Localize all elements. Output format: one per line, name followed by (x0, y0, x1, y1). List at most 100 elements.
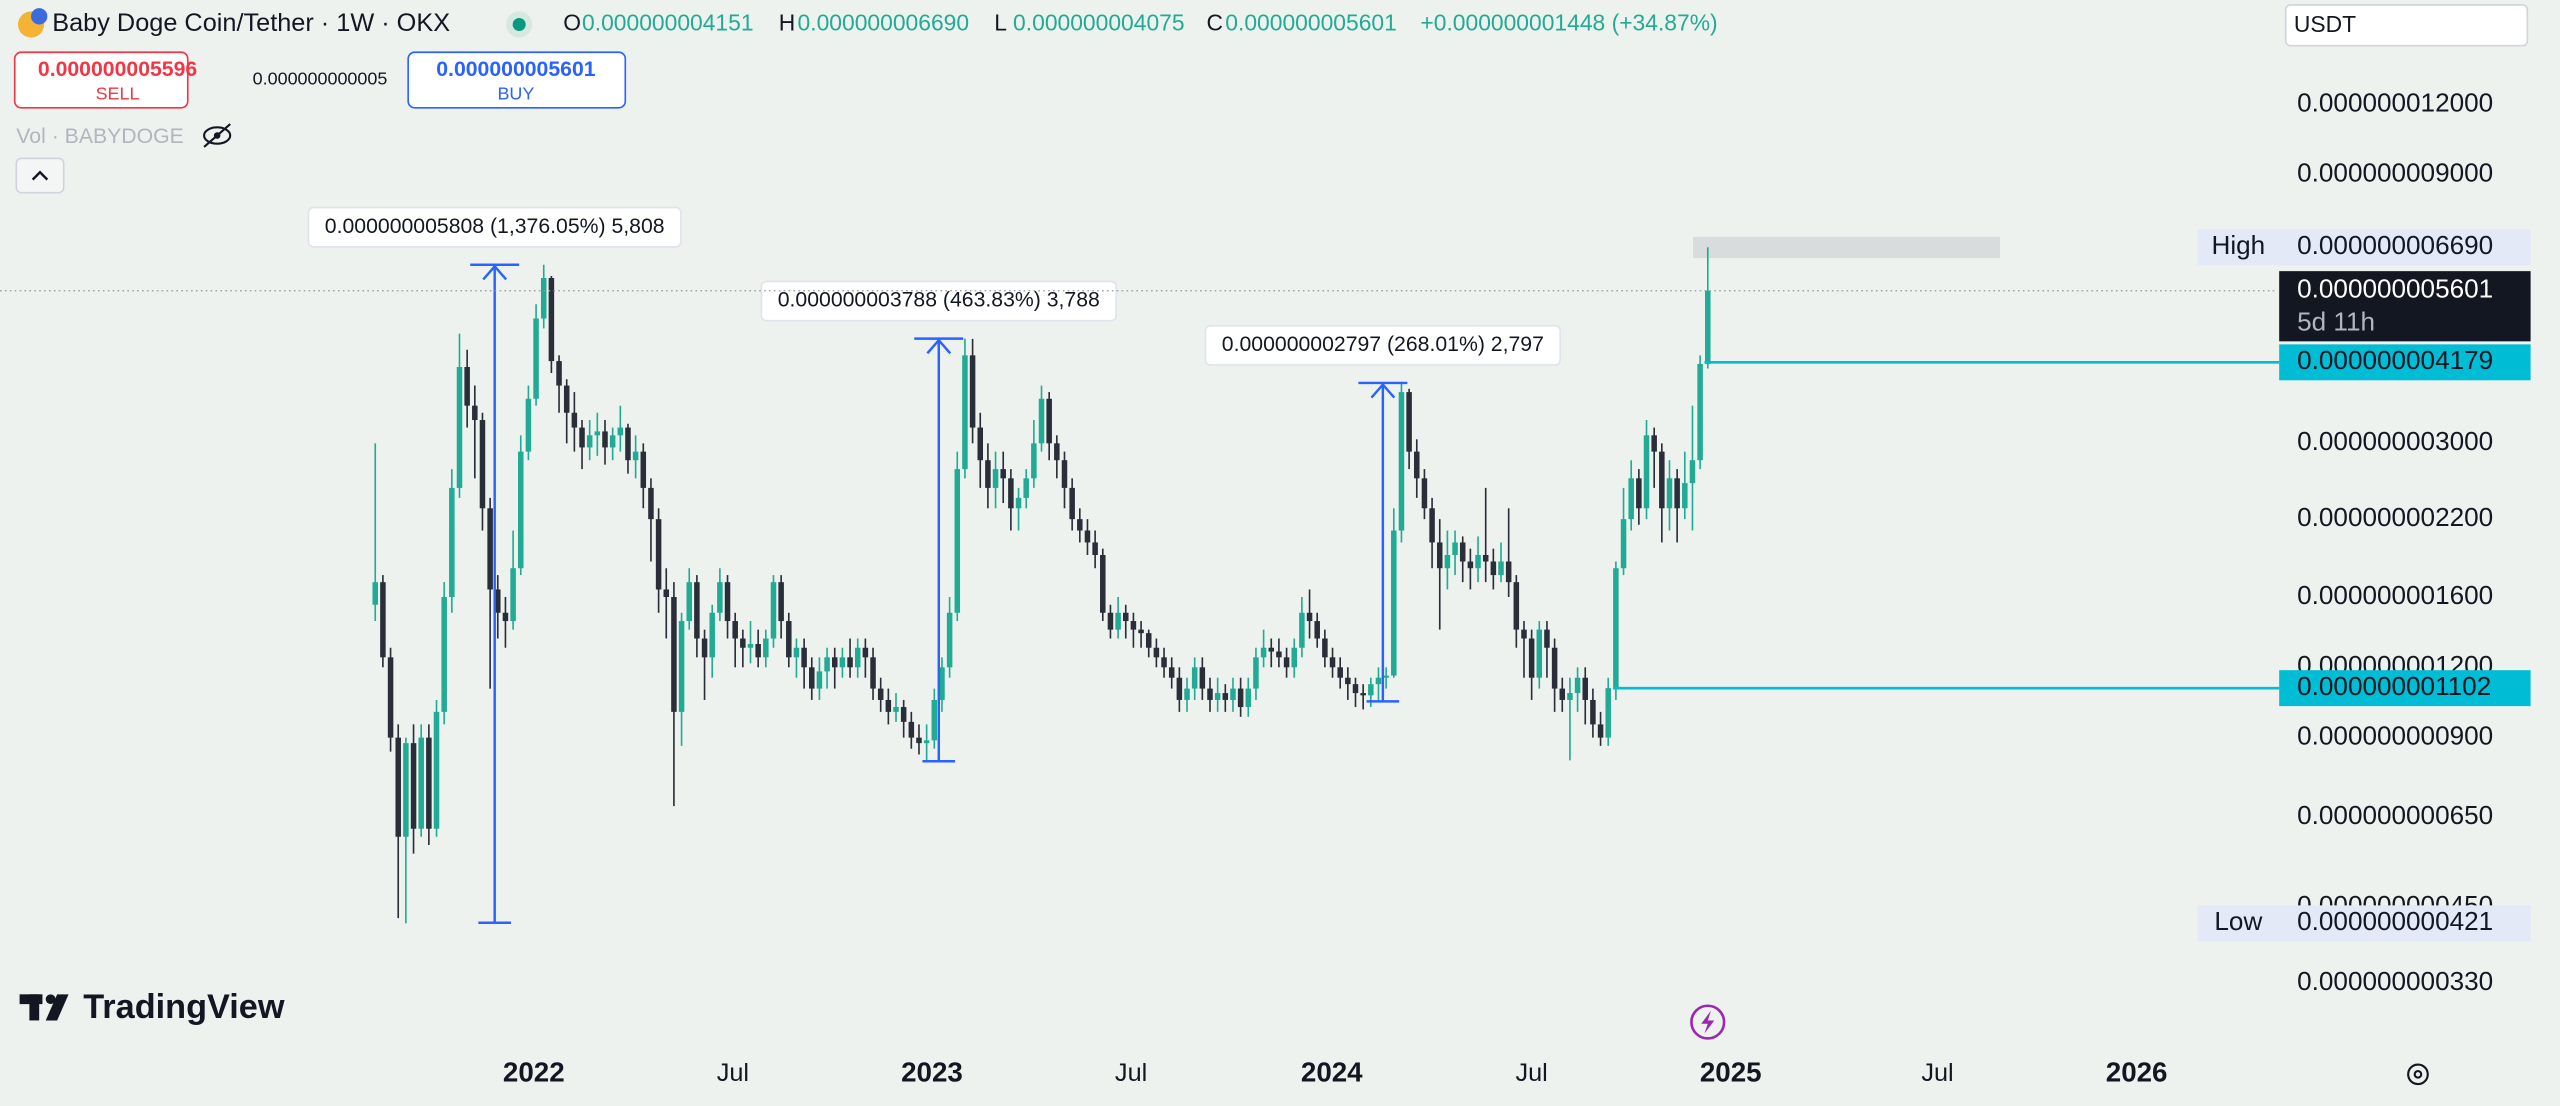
candle-body (747, 644, 754, 648)
candle-body (1682, 483, 1688, 509)
candle-body (969, 355, 976, 428)
candle-body (655, 519, 662, 590)
candle-body (1429, 508, 1435, 543)
highlight-zone (1693, 236, 2000, 258)
candle-body (449, 487, 455, 597)
candle-body (479, 420, 486, 509)
candle-body (854, 647, 861, 668)
candle-body (1659, 451, 1665, 509)
candle-body (770, 582, 777, 639)
sell-label[interactable]: SELL (96, 83, 140, 103)
candle-body (1276, 651, 1282, 658)
event-bolt[interactable] (1701, 1010, 1715, 1034)
x-tick-label: 2026 (2106, 1057, 2168, 1088)
candle-body (1268, 647, 1275, 652)
candle-body (763, 638, 769, 658)
candle-body (410, 743, 417, 829)
candle-body (1100, 554, 1106, 613)
ohlc-key: H (779, 10, 795, 36)
countdown: 5d 11h (2297, 306, 2375, 336)
candle-body (403, 743, 409, 837)
candle-body (1092, 542, 1098, 555)
ruler-label: 0.000000005808 (1,376.05%) 5,808 (325, 215, 665, 238)
collapse-button[interactable] (15, 157, 65, 194)
sell-button[interactable] (13, 51, 189, 109)
hide-icon[interactable] (203, 123, 232, 148)
candle-body (1000, 469, 1006, 479)
candle-body (1574, 677, 1581, 694)
candle-body (1383, 675, 1389, 678)
price-name: High (2212, 230, 2266, 260)
price-name-box (2197, 905, 2280, 942)
candle-body (1528, 638, 1535, 678)
candle-body (1291, 647, 1297, 668)
candle-body (426, 737, 432, 829)
candle-body (1207, 688, 1213, 700)
candle-body (1590, 699, 1596, 725)
ohlc-value: 0.000000005601 (1225, 10, 1397, 36)
candle-body (678, 621, 685, 712)
y-tick-label: 0.000000012000 (2297, 87, 2493, 117)
candle-body (793, 647, 800, 658)
candle-body (686, 582, 692, 622)
collapse-icon[interactable] (31, 170, 49, 181)
candle-body (1513, 582, 1520, 630)
candle-body (1444, 554, 1451, 569)
buy-price[interactable]: 0.000000005601 (436, 58, 596, 81)
candle-body (1184, 688, 1190, 700)
currency-select[interactable] (2284, 4, 2529, 47)
candle-body (495, 589, 501, 613)
candle-body (1322, 638, 1328, 658)
candle-body (1505, 561, 1512, 583)
price-badge-label: 0.000000001102 (2297, 671, 2491, 701)
x-tick-label: 2024 (1301, 1057, 1363, 1088)
price-badge-label: 0.000000000421 (2297, 906, 2493, 936)
candle-body (525, 398, 532, 452)
candle-body (954, 469, 961, 613)
candle-body (617, 427, 624, 436)
candle-body (839, 657, 846, 668)
event-icon[interactable] (1690, 1004, 1726, 1040)
buy-label[interactable]: BUY (497, 83, 534, 103)
brand-name: TradingView (83, 988, 285, 1026)
sell-price[interactable]: 0.000000005596 (38, 58, 198, 81)
candle-body (1329, 657, 1336, 668)
candle-body (694, 582, 700, 639)
candle-body (1544, 629, 1550, 648)
settings-icon[interactable] (2407, 1063, 2429, 1086)
candle-body (1015, 497, 1022, 509)
ohlc-key: L (994, 10, 1007, 36)
ruler-label: 0.000000003788 (463.83%) 3,788 (778, 289, 1100, 312)
candle-body (831, 657, 838, 668)
candle-body (510, 568, 516, 622)
candle-body (1521, 629, 1527, 639)
candle-body (1069, 487, 1075, 520)
candle-body (931, 699, 938, 741)
candle-body (1214, 693, 1221, 700)
candle-body (893, 707, 899, 712)
candle-body (1352, 684, 1359, 694)
candle-body (1107, 612, 1114, 630)
candle-body (1084, 530, 1091, 543)
price-badge (2279, 905, 2531, 942)
price-badge-label: 0.000000005601 (2297, 274, 2493, 304)
candle-body (962, 355, 968, 470)
price-badge (2279, 670, 2531, 707)
candle-body (939, 667, 945, 700)
candle-body (1490, 561, 1497, 576)
plot-area (372, 247, 1711, 924)
candle-body (418, 737, 424, 829)
buy-button[interactable] (407, 51, 627, 109)
candle-body (885, 699, 892, 712)
candle-body (533, 318, 539, 399)
candle-body (1705, 290, 1711, 364)
candle-body (1597, 724, 1604, 738)
candle-body (640, 451, 647, 488)
currency-label[interactable]: USDT (2294, 11, 2356, 37)
candle-body (816, 671, 823, 689)
candle-body (663, 589, 670, 597)
candle-body (441, 596, 447, 712)
candle-body (801, 647, 807, 668)
